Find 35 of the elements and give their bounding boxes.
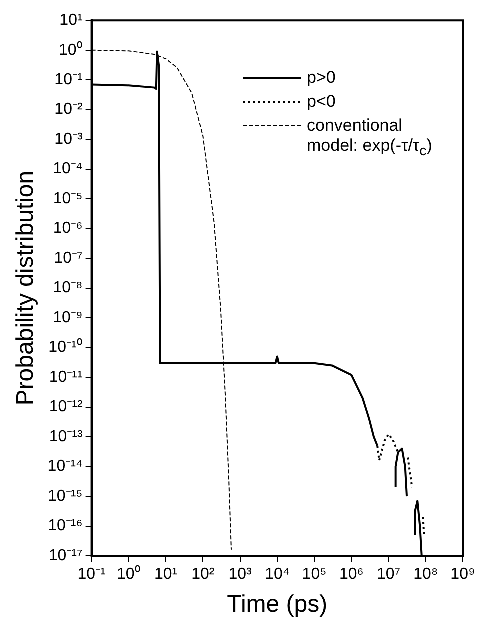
x-axis-title: Time (ps)	[227, 591, 328, 618]
y-tick-label: 10⁻¹⁴	[48, 458, 83, 476]
x-tick-label: 10⁷	[376, 566, 401, 584]
legend-label: p<0	[307, 92, 336, 112]
legend-label: conventional model: exp(-τ/τ$_{c}$)	[307, 116, 434, 160]
y-tick-label: 10⁻¹⁵	[48, 488, 83, 505]
y-tick-label: 10⁰	[59, 40, 83, 59]
y-tick-label: 10⁻¹³	[49, 428, 84, 446]
x-tick-label: 10⁰	[117, 565, 141, 584]
x-tick-label: 10¹	[154, 566, 178, 584]
y-tick-label: 10⁻⁹	[53, 309, 83, 326]
y-tick-label: 10⁻⁶	[53, 220, 83, 238]
y-tick-label: 10⁻³	[54, 130, 84, 148]
x-tick-label: 10⁸	[414, 566, 438, 584]
y-tick-label: 10⁻¹⁶	[48, 518, 83, 535]
x-tick-label: 10²	[192, 566, 216, 584]
y-axis-title: Probability distribution	[12, 170, 40, 406]
x-tick-label: 10⁶	[339, 566, 364, 584]
y-tick-label: 10⁻¹¹	[49, 368, 83, 386]
y-tick-label: 10⁻⁴	[53, 160, 83, 178]
y-tick-label: 10⁻⁵	[53, 190, 83, 208]
x-tick-label: 10⁹	[450, 566, 476, 584]
x-tick-label: 10⁴	[265, 566, 290, 584]
y-tick-label: 10⁻¹⁷	[48, 547, 84, 564]
x-tick-label: 10³	[228, 566, 253, 584]
y-tick-label: 10⁻¹	[54, 71, 83, 88]
legend-label: p>0	[307, 68, 336, 88]
y-tick-label: 10⁻⁸	[53, 280, 83, 297]
y-tick-label: 10⁻²	[54, 101, 84, 118]
x-tick-label: 10⁻¹	[78, 566, 106, 584]
y-tick-label: 10⁻¹²	[49, 398, 84, 416]
y-tick-label: 10⁻⁷	[54, 250, 84, 267]
y-tick-label: 10⁻¹⁰	[48, 338, 83, 356]
y-tick-label: 10¹	[60, 12, 83, 30]
x-tick-label: 10⁵	[302, 566, 327, 584]
